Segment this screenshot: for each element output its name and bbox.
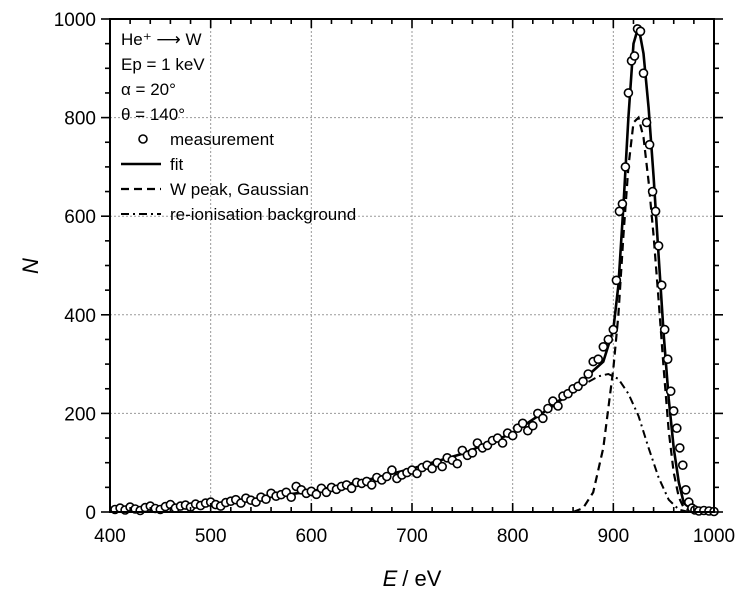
measurement-point xyxy=(593,354,604,365)
measurement-point xyxy=(427,463,437,474)
measurement-point xyxy=(286,492,297,503)
measurement-point xyxy=(346,483,357,494)
annotation-energy: Ep = 1 keV xyxy=(121,55,205,74)
measurement-point xyxy=(381,471,392,482)
plot-data xyxy=(109,24,719,517)
measurement-point xyxy=(507,430,518,441)
measurement-point xyxy=(623,88,634,98)
y-tick-label: 800 xyxy=(64,109,96,130)
measurement-point xyxy=(578,376,588,387)
measurement-point xyxy=(635,26,646,37)
grid-lines xyxy=(110,19,714,512)
measurement-point xyxy=(437,461,448,472)
measurement-point xyxy=(668,406,679,416)
measurement-point xyxy=(412,468,422,479)
tick-labels: 400 500 600 700 800 900 1000 0 200 400 600 800 1000 xyxy=(54,10,735,547)
measurement-point xyxy=(671,423,682,434)
axis-ticks xyxy=(101,18,723,513)
legend-label-fit: fit xyxy=(170,155,184,174)
measurement-point xyxy=(611,275,622,286)
y-tick-label: 600 xyxy=(64,207,96,228)
x-axis-variable: E xyxy=(383,566,398,591)
measurement-point xyxy=(665,386,676,397)
x-tick-label: 900 xyxy=(597,526,629,547)
measurement-point xyxy=(641,117,652,128)
measurement-point xyxy=(677,460,688,471)
measurement-point xyxy=(261,494,271,505)
measurement-point xyxy=(608,324,619,335)
measurement-point xyxy=(644,139,655,150)
measurement-point xyxy=(517,418,528,429)
series-line-re-ionisation-background xyxy=(109,372,690,513)
x-tick-label: 600 xyxy=(295,526,327,547)
legend-marker-measurement xyxy=(138,134,148,144)
measurement-point xyxy=(617,199,628,209)
y-tick-label: 1000 xyxy=(54,10,96,31)
measurement-point xyxy=(467,447,478,458)
x-tick-label: 1000 xyxy=(693,526,735,547)
series-line-w-peak-gaussian xyxy=(572,115,695,514)
measurement-point xyxy=(527,420,538,431)
measurement-point xyxy=(647,186,658,197)
measurement-point xyxy=(538,413,548,424)
measurement-point xyxy=(497,438,508,448)
x-tick-label: 500 xyxy=(195,526,227,547)
x-tick-label: 800 xyxy=(497,526,529,547)
measurement-point xyxy=(387,465,397,475)
legend-label-gaussian: W peak, Gaussian xyxy=(170,180,309,199)
measurement-point xyxy=(366,480,377,490)
measurement-point xyxy=(603,334,614,345)
y-tick-label: 0 xyxy=(85,503,96,524)
measurement-point xyxy=(629,51,640,61)
x-tick-label: 400 xyxy=(94,526,126,547)
y-tick-label: 400 xyxy=(64,306,96,327)
measurement-point xyxy=(680,484,691,495)
y-tick-label: 200 xyxy=(64,404,96,425)
x-axis-title: E / eV xyxy=(383,566,442,591)
legend: measurement fit W peak, Gaussian re-ioni… xyxy=(121,130,356,224)
legend-label-measurement: measurement xyxy=(170,130,274,149)
measurement-point xyxy=(650,206,661,217)
measurement-point xyxy=(662,354,673,365)
measurement-point xyxy=(452,458,463,469)
annotation-reaction: He⁺ ⟶ W xyxy=(121,30,202,49)
measurement-point xyxy=(598,341,609,352)
measurement-point xyxy=(620,162,631,172)
measurement-point xyxy=(674,443,685,453)
annotation-block: He⁺ ⟶ W Ep = 1 keV α = 20° θ = 140° xyxy=(121,30,205,124)
x-tick-label: 700 xyxy=(396,526,428,547)
measurement-point xyxy=(553,401,563,411)
measurement-point xyxy=(311,489,322,500)
annotation-alpha: α = 20° xyxy=(121,80,176,99)
annotation-theta: θ = 140° xyxy=(121,105,185,124)
y-axis-title: N xyxy=(18,258,43,274)
x-axis-unit: / eV xyxy=(402,566,441,591)
measurement-point xyxy=(638,68,649,78)
legend-label-background: re-ionisation background xyxy=(170,205,356,224)
measurement-point xyxy=(656,280,667,291)
measurement-point xyxy=(653,241,664,251)
measurement-point xyxy=(659,324,670,335)
measurement-point xyxy=(543,403,553,414)
measurement-point xyxy=(583,369,594,379)
